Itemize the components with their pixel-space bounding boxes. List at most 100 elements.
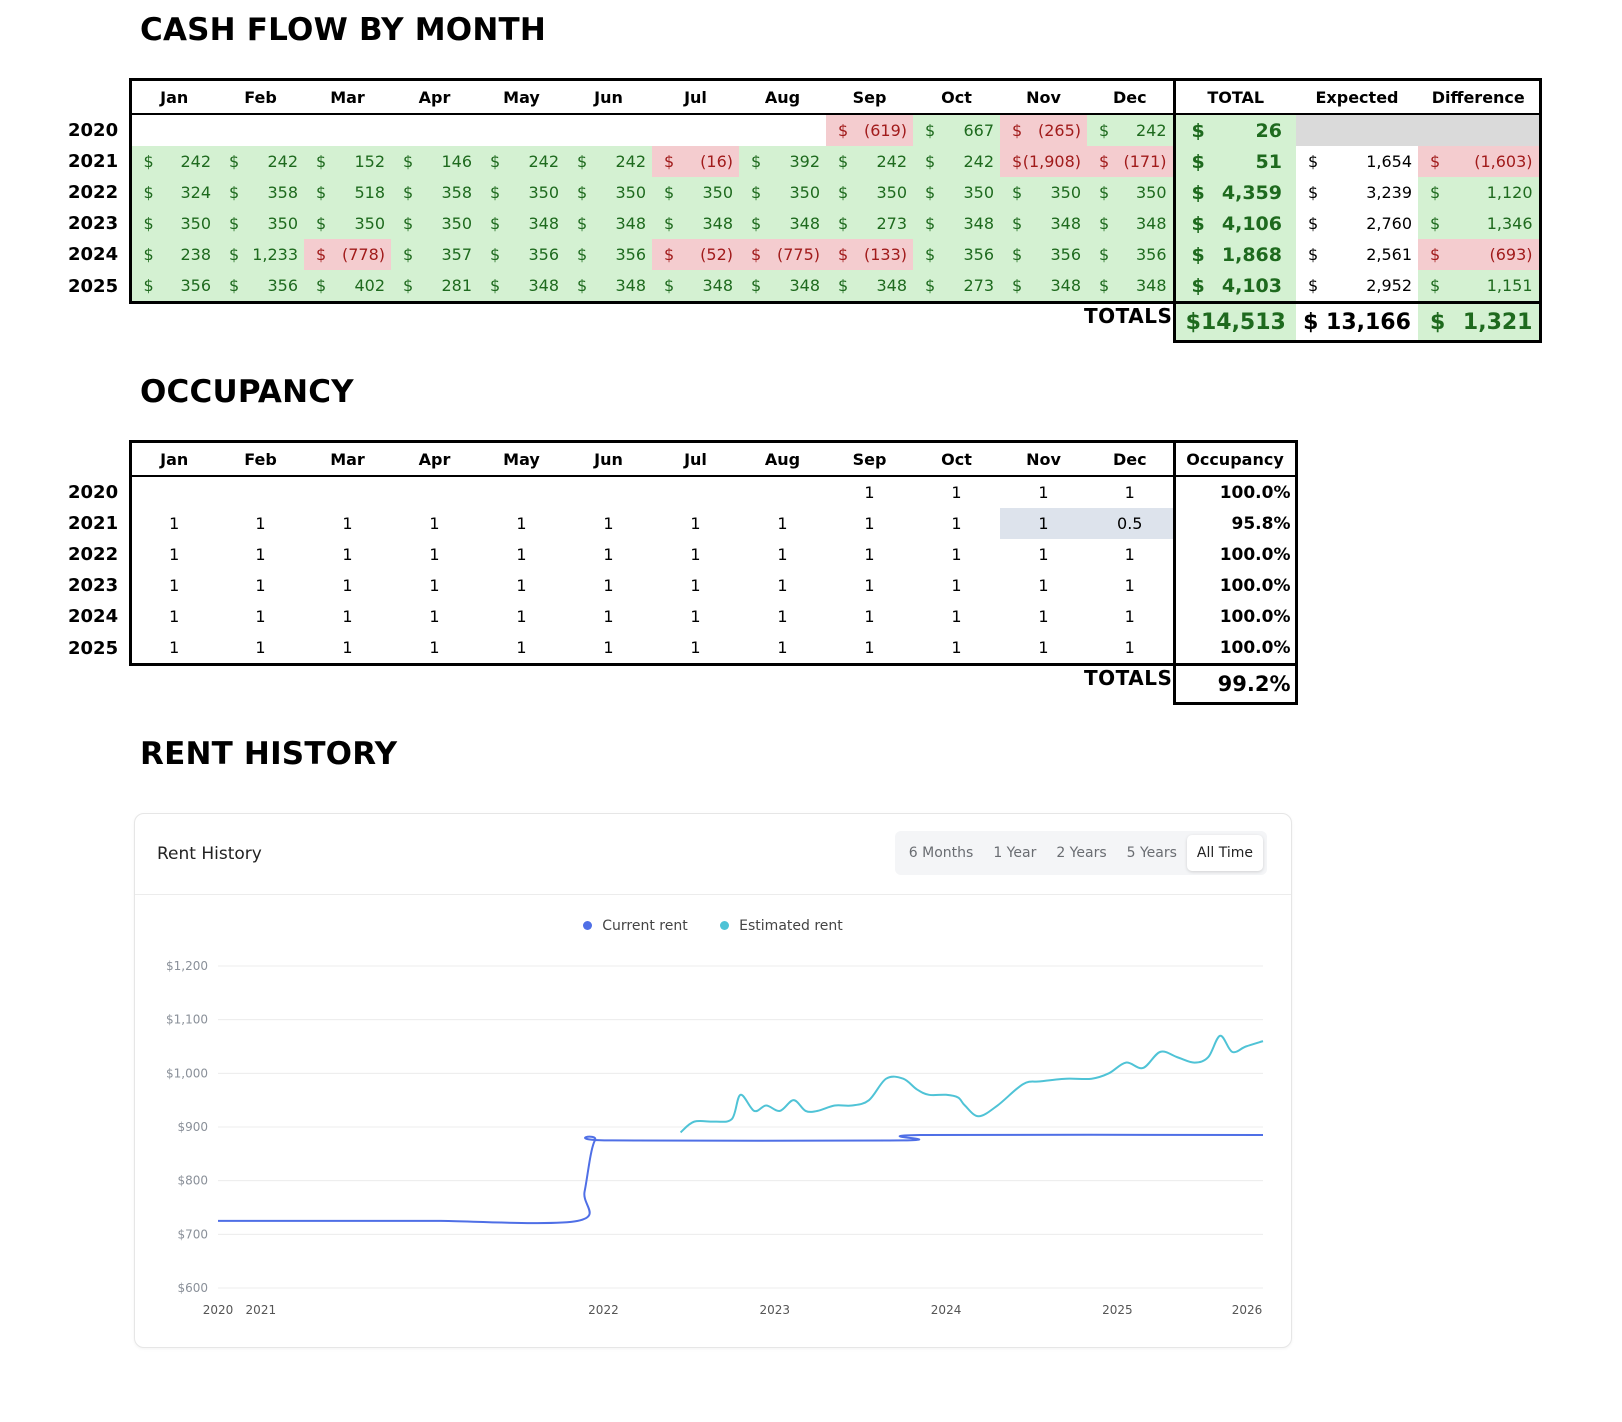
currency-symbol: $ xyxy=(316,214,327,233)
month-cell: $1,233 xyxy=(217,239,304,270)
cell-value: 356 xyxy=(615,245,646,264)
estimated-rent-dot-icon xyxy=(720,920,730,930)
occupancy-table: Jan Feb Mar Apr May Jun Jul Aug Sep Oct Nov Dec Occu… xyxy=(68,440,1298,705)
range-button-1-year[interactable]: 1 Year xyxy=(993,845,1037,861)
month-cell: $350 xyxy=(826,177,913,208)
occupancy-cell: 1 xyxy=(1087,539,1176,570)
currency-symbol: $ xyxy=(751,245,762,264)
total-cell: $4,359 xyxy=(1172,177,1296,208)
cell-value: 358 xyxy=(441,183,472,202)
month-cell: $350 xyxy=(478,177,565,208)
range-button-2-years[interactable]: 2 Years xyxy=(1056,845,1107,861)
month-cell: $667 xyxy=(913,114,1000,146)
month-cell: $358 xyxy=(391,177,478,208)
expected-cell: $1,654 xyxy=(1296,146,1418,177)
currency-symbol: $ xyxy=(664,276,675,295)
y-tick-label: $800 xyxy=(177,1174,208,1188)
month-header: Mar xyxy=(304,78,391,115)
month-cell: $348 xyxy=(565,208,652,239)
month-cell: $350 xyxy=(217,208,304,239)
month-cell: $ (16) xyxy=(652,146,739,177)
month-cell: $356 xyxy=(217,270,304,304)
month-cell: $518 xyxy=(304,177,391,208)
cell-value: 242 xyxy=(528,152,559,171)
occupancy-cell xyxy=(478,476,565,508)
cell-value: 4,103 xyxy=(1221,274,1282,297)
currency-symbol: $ xyxy=(838,245,849,264)
month-cell: $ (619) xyxy=(826,114,913,146)
currency-symbol: $ xyxy=(1099,121,1110,140)
currency-symbol: $ xyxy=(143,152,154,171)
cell-value: 350 xyxy=(267,214,298,233)
occupancy-cell: 1 xyxy=(478,632,565,666)
currency-symbol: $ xyxy=(1012,214,1023,233)
cell-value: 2,561 xyxy=(1366,245,1412,264)
occupancy-cell: 1 xyxy=(429,576,440,595)
occupancy-cell: 1 xyxy=(429,545,440,564)
month-cell xyxy=(217,114,304,146)
range-button-6-months[interactable]: 6 Months xyxy=(908,845,974,861)
difference-cell: $ (693) xyxy=(1418,239,1542,270)
currency-symbol: $ xyxy=(751,183,762,202)
range-button-all-time[interactable]: All Time xyxy=(1186,835,1263,871)
cell-value: 1,151 xyxy=(1486,276,1533,295)
currency-symbol: $ xyxy=(577,183,588,202)
month-cell: $348 xyxy=(1087,208,1176,239)
month-cell: $242 xyxy=(128,146,217,177)
month-cell: $ (52) xyxy=(652,239,739,270)
range-button-5-years[interactable]: 5 Years xyxy=(1126,845,1177,861)
occupancy-cell: 1 xyxy=(128,632,217,666)
cell-value: 348 xyxy=(615,276,646,295)
card-title: Rent History xyxy=(157,844,262,864)
legend-estimated-rent[interactable]: Estimated rent xyxy=(720,918,843,934)
legend-estimated-label: Estimated rent xyxy=(739,918,843,934)
difference-cell: $1,120 xyxy=(1418,177,1542,208)
cell-value: 1,346 xyxy=(1486,214,1533,233)
currency-symbol: $ xyxy=(229,214,240,233)
legend-current-label: Current rent xyxy=(602,918,688,934)
cell-value: 350 xyxy=(180,214,211,233)
chart-legend: Current rent Estimated rent xyxy=(135,918,1291,934)
cell-value: 518 xyxy=(354,183,385,202)
legend-current-rent[interactable]: Current rent xyxy=(583,918,688,934)
table-row: 2023 1 1 1 1 1 1 1 1 1 1 1 1 100.0% xyxy=(68,570,1298,601)
occupancy-cell: 1 xyxy=(516,514,527,533)
occupancy-cell: 1 xyxy=(690,545,701,564)
cell-value: 26 xyxy=(1255,119,1282,142)
cell-value: 51 xyxy=(1255,150,1282,173)
currency-symbol: $ xyxy=(229,152,240,171)
year-label: 2023 xyxy=(68,575,119,596)
currency-symbol: $ xyxy=(403,152,414,171)
month-header: Aug xyxy=(739,78,826,115)
occupancy-cell: 1 xyxy=(826,632,913,666)
month-cell: $348 xyxy=(565,270,652,304)
cell-value: 356 xyxy=(267,276,298,295)
expected-cell: $3,239 xyxy=(1296,177,1418,208)
occupancy-cell: 1 xyxy=(739,632,826,666)
table-row: 2021 $242 $242 $152 $146 $242 $242 $ (16) $392 $24… xyxy=(68,146,1542,177)
cell-value: (265) xyxy=(1037,121,1081,140)
occupancy-cell: 1 xyxy=(1038,576,1049,595)
month-cell: $273 xyxy=(913,270,1000,304)
currency-symbol: $ xyxy=(316,276,327,295)
month-cell: $356 xyxy=(478,239,565,270)
total-cell: $1,868 xyxy=(1172,239,1296,270)
grand-total-value: $14,513 xyxy=(1185,309,1286,335)
occupancy-cell: 1 xyxy=(951,607,962,626)
month-header: Sep xyxy=(826,440,913,477)
occupancy-cell: 1 xyxy=(255,514,266,533)
currency-symbol: $ xyxy=(925,152,936,171)
occupancy-cell: 1 xyxy=(342,607,353,626)
cashflow-totals-label: TOTALS xyxy=(1084,304,1173,328)
currency-symbol: $ xyxy=(490,152,501,171)
x-tick-label: 2022 xyxy=(588,1303,619,1317)
month-cell: $348 xyxy=(478,208,565,239)
month-header: May xyxy=(478,440,565,477)
month-cell: $350 xyxy=(565,177,652,208)
table-row: 2025 $356 $356 $402 $281 $348 $348 $348 $348 $348… xyxy=(68,270,1542,304)
occupancy-cell: 1 xyxy=(690,607,701,626)
year-label: 2024 xyxy=(68,244,119,265)
month-cell: $ (171) xyxy=(1087,146,1176,177)
summary-header: TOTAL xyxy=(1172,78,1296,115)
occupancy-cell: 1 xyxy=(603,545,614,564)
